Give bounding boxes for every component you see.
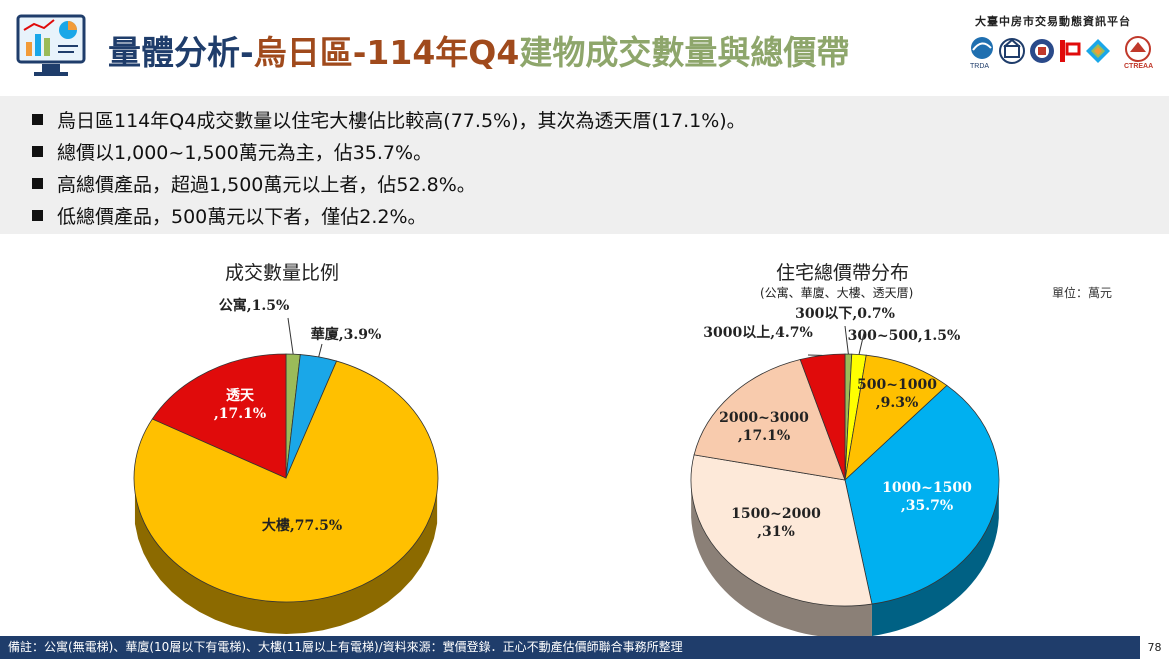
title-topic: 建物成交數量與總價帶 bbox=[519, 33, 850, 72]
pie-label-300~500: 300~500,1.5% bbox=[848, 328, 961, 344]
building-logo-icon bbox=[999, 38, 1025, 64]
left-pie-chart: 公寓,1.5% 華廈,3.9% 大樓,77.5% 透天,17.1% bbox=[133, 297, 439, 634]
pie-side-1500~2000 bbox=[691, 485, 872, 636]
pie-slice-大樓 bbox=[133, 360, 439, 603]
page-title: 量體分析-烏日區-114年Q4建物成交數量與總價帶 bbox=[108, 26, 849, 74]
square-bullet-icon bbox=[32, 178, 43, 189]
footer-note: 備註：公寓(無電梯)、華廈(10層以下有電梯)、大樓(11層以上有電梯)/資料來… bbox=[0, 636, 1140, 659]
summary-item: 烏日區114年Q4成交數量以住宅大樓佔比較高(77.5%)，其次為透天厝(17.… bbox=[32, 105, 1169, 137]
seal-logo-icon bbox=[1030, 39, 1054, 63]
pie-slice-2000~3000 bbox=[693, 358, 846, 481]
organization-logos: TRDA CTREAA bbox=[970, 36, 1153, 70]
pie-label-大樓: 大樓,77.5% bbox=[262, 517, 342, 534]
square-bullet-icon bbox=[32, 146, 43, 157]
title-district: 烏日區-114年Q4 bbox=[253, 33, 520, 72]
leader-line bbox=[844, 325, 849, 355]
summary-panel: 烏日區114年Q4成交數量以住宅大樓佔比較高(77.5%)，其次為透天厝(17.… bbox=[0, 96, 1169, 234]
title-prefix: 量體分析- bbox=[108, 33, 254, 72]
square-bullet-icon bbox=[32, 210, 43, 221]
pie-label-3000以上: 3000以上,4.7% bbox=[703, 325, 813, 341]
pie-slice-500~1000 bbox=[844, 354, 948, 482]
unit-label: 單位：萬元 bbox=[1052, 286, 1113, 300]
pie-label-1000~1500: 1000~1500,35.7% bbox=[882, 480, 972, 514]
summary-item: 高總價產品，超過1,500萬元以上者，佔52.8%。 bbox=[32, 169, 1169, 201]
svg-text:TRDA: TRDA bbox=[970, 63, 989, 70]
right-chart-title: 住宅總價帶分布 bbox=[776, 262, 910, 284]
right-pie-chart: 300以下,0.7% 300~500,1.5% 500~1000,9.3% 1000~… bbox=[690, 306, 1000, 636]
trda-logo-icon: TRDA bbox=[970, 37, 993, 70]
analytics-monitor-icon bbox=[16, 14, 86, 76]
leader-line bbox=[287, 317, 294, 355]
pie-slice-1500~2000 bbox=[690, 454, 873, 607]
pie-slice-透天 bbox=[151, 353, 287, 479]
summary-item: 總價以1,000~1,500萬元為主，佔35.7%。 bbox=[32, 137, 1169, 169]
right-chart-subtitle: (公寓、華廈、大樓、透天厝) bbox=[760, 286, 914, 300]
leader-line bbox=[858, 332, 865, 355]
pie-label-2000~3000: 2000~3000,17.1% bbox=[719, 410, 809, 444]
pie-charts: 公寓,1.5% 華廈,3.9% 大樓,77.5% 透天,17.1% 300以下,0.7… bbox=[133, 297, 1000, 636]
pie-side-1000~1500 bbox=[871, 486, 999, 636]
pie-label-華廈: 華廈,3.9% bbox=[311, 326, 382, 343]
page-number: 78 bbox=[1140, 636, 1169, 659]
diamond-logo-icon bbox=[1086, 39, 1110, 63]
svg-text:CTREAA: CTREAA bbox=[1124, 63, 1153, 70]
pie-label-300以下: 300以下,0.7% bbox=[795, 306, 895, 322]
pie-label-公寓: 公寓,1.5% bbox=[219, 297, 290, 314]
pie-slice-1000~1500 bbox=[844, 384, 1000, 605]
platform-name: 大臺中房市交易動態資訊平台 bbox=[975, 15, 1131, 28]
header: 量體分析-烏日區-114年Q4建物成交數量與總價帶 大臺中房市交易動態資訊平台 … bbox=[0, 0, 1169, 96]
summary-list: 烏日區114年Q4成交數量以住宅大樓佔比較高(77.5%)，其次為透天厝(17.… bbox=[0, 96, 1169, 233]
pie-label-500~1000: 500~1000,9.3% bbox=[857, 377, 937, 411]
ctreaa-logo-icon: CTREAA bbox=[1124, 36, 1153, 70]
pie-label-透天: 透天,17.1% bbox=[214, 388, 266, 422]
pie-slice-3000以上 bbox=[799, 353, 846, 481]
city-logo-icon bbox=[1060, 40, 1081, 62]
square-bullet-icon bbox=[32, 114, 43, 125]
pie-side-大樓 bbox=[134, 491, 438, 634]
pie-label-1500~2000: 1500~2000,31% bbox=[731, 506, 821, 540]
summary-item: 低總價產品，500萬元以下者，僅佔2.2%。 bbox=[32, 201, 1169, 233]
leader-line bbox=[318, 343, 323, 358]
left-chart-title: 成交數量比例 bbox=[225, 262, 340, 284]
